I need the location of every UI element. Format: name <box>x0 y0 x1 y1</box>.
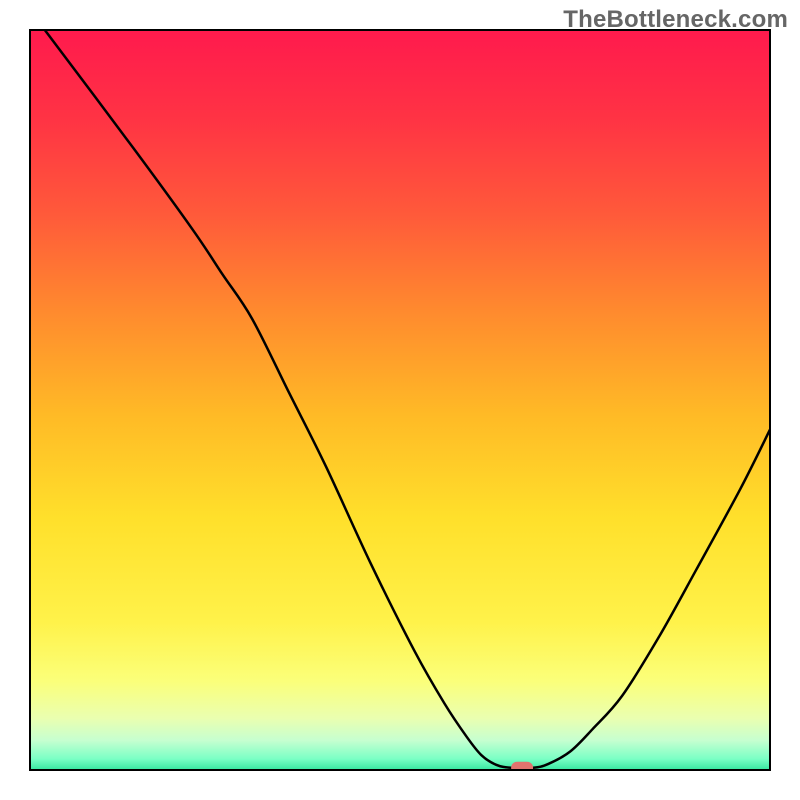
optimal-marker <box>511 762 533 774</box>
bottleneck-plot <box>0 0 800 800</box>
figure-root: TheBottleneck.com <box>0 0 800 800</box>
watermark-text: TheBottleneck.com <box>563 6 788 34</box>
plot-background <box>30 30 770 770</box>
